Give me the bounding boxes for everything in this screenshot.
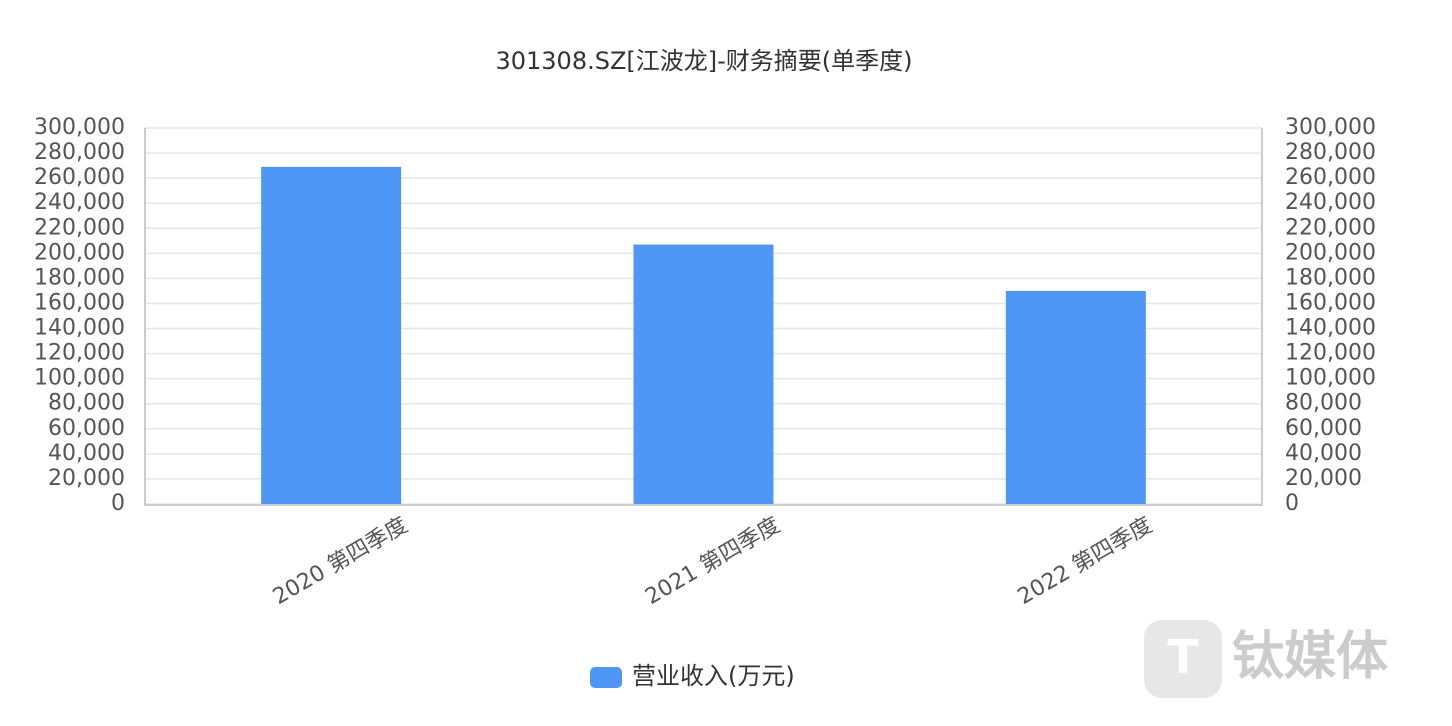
y-tick-label: 80,000 (1285, 391, 1362, 416)
x-tick-label: 2020 第四季度 (269, 513, 412, 610)
y-tick-label: 20,000 (48, 466, 125, 491)
y-tick-label: 180,000 (34, 265, 125, 290)
y-tick-label: 60,000 (48, 416, 125, 441)
y-tick-label: 160,000 (34, 290, 125, 315)
y-tick-label: 160,000 (1285, 290, 1376, 315)
y-tick-label: 220,000 (1285, 215, 1376, 240)
y-tick-label: 40,000 (1285, 441, 1362, 466)
y-tick-label: 240,000 (34, 190, 125, 215)
x-tick-label: 2021 第四季度 (641, 513, 784, 610)
y-tick-label: 100,000 (34, 366, 125, 391)
y-tick-label: 60,000 (1285, 416, 1362, 441)
svg-text:T: T (1167, 630, 1199, 684)
watermark-icon: T (1144, 620, 1222, 698)
y-tick-label: 100,000 (1285, 366, 1376, 391)
x-tick-label: 2022 第四季度 (1014, 513, 1157, 610)
y-tick-label: 240,000 (1285, 190, 1376, 215)
y-tick-label: 0 (1285, 491, 1299, 516)
y-tick-label: 280,000 (34, 140, 125, 165)
y-tick-label: 0 (111, 491, 125, 516)
legend-label: 营业收入(万元) (632, 662, 795, 690)
y-tick-label: 20,000 (1285, 466, 1362, 491)
watermark: 钛媒体 (1232, 627, 1388, 687)
y-tick-label: 140,000 (34, 316, 125, 341)
y-tick-label: 200,000 (1285, 240, 1376, 265)
y-tick-label: 140,000 (1285, 316, 1376, 341)
legend-swatch (590, 667, 622, 688)
y-tick-label: 300,000 (34, 115, 125, 140)
y-tick-label: 300,000 (1285, 115, 1376, 140)
bar (633, 244, 774, 504)
bar (261, 166, 402, 504)
bar (1005, 290, 1146, 504)
y-tick-label: 40,000 (48, 441, 125, 466)
y-tick-label: 220,000 (34, 215, 125, 240)
y-tick-label: 180,000 (1285, 265, 1376, 290)
y-tick-label: 260,000 (1285, 165, 1376, 190)
chart-title: 301308.SZ[江波龙]-财务摘要(单季度) (495, 47, 912, 75)
y-tick-label: 260,000 (34, 165, 125, 190)
y-tick-label: 80,000 (48, 391, 125, 416)
y-tick-label: 120,000 (1285, 341, 1376, 366)
y-tick-label: 200,000 (34, 240, 125, 265)
y-tick-label: 280,000 (1285, 140, 1376, 165)
y-tick-label: 120,000 (34, 341, 125, 366)
